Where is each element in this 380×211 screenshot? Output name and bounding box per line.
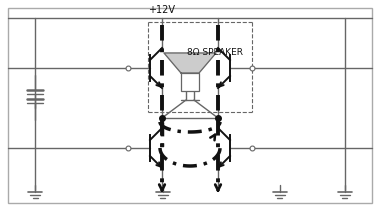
- Text: +12V: +12V: [148, 5, 175, 15]
- Polygon shape: [164, 53, 216, 73]
- Text: 8Ω SPEAKER: 8Ω SPEAKER: [187, 47, 243, 57]
- Bar: [181, 73, 199, 91]
